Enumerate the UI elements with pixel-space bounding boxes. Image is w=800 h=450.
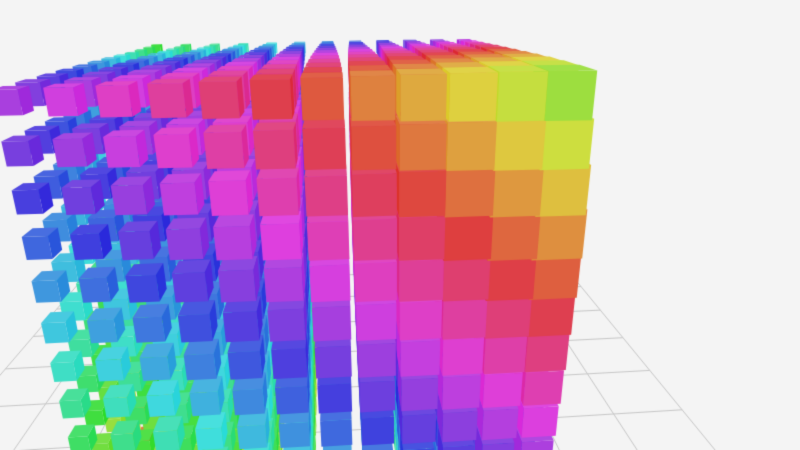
3d-scene-stage (0, 0, 800, 450)
instanced-cubes-viewport[interactable] (0, 0, 800, 450)
